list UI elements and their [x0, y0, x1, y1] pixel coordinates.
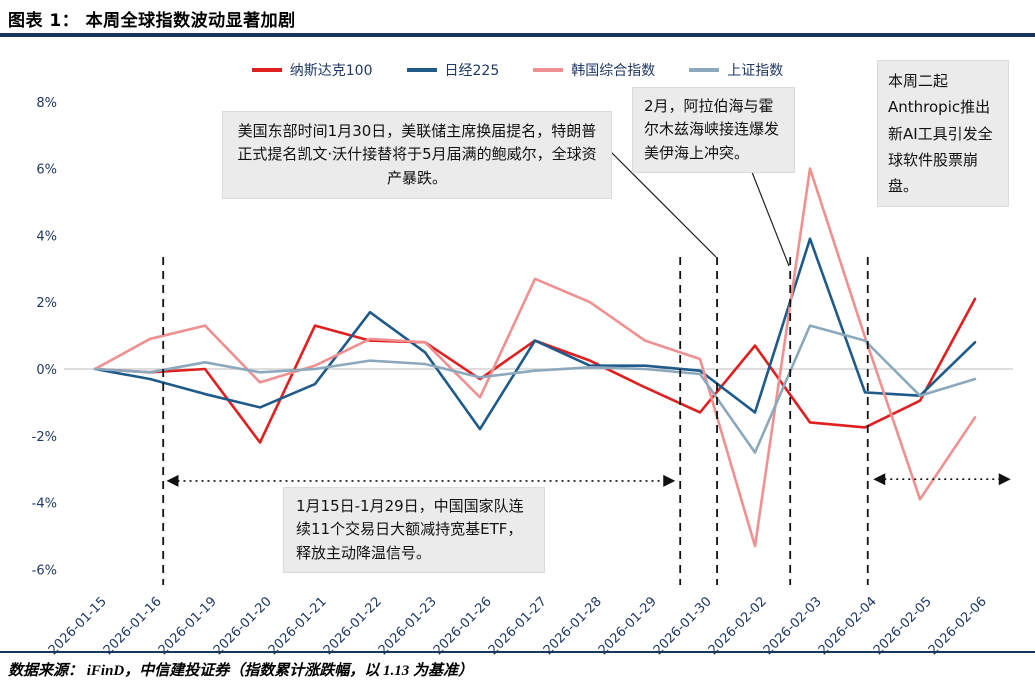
x-axis-tick-label: 2026-01-28 — [541, 594, 605, 658]
legend-item-nasdaq100: 纳斯达克100 — [251, 60, 373, 80]
y-axis-tick-label: 0% — [36, 363, 57, 378]
x-axis-tick-label: 2026-01-20 — [211, 594, 275, 658]
legend-label-kospi: 韩国综合指数 — [571, 63, 656, 79]
range-arrow-head-left — [166, 474, 179, 487]
x-axis-tick-label: 2026-01-15 — [46, 594, 110, 658]
y-axis-tick-label: -4% — [32, 497, 57, 512]
x-axis-tick-label: 2026-02-03 — [761, 594, 825, 658]
series-line-3 — [93, 324, 977, 454]
y-axis-tick-label: 2% — [36, 296, 57, 311]
figure-title: 图表 1： 本周全球指数波动显著加剧 — [8, 11, 296, 31]
data-source-note: 数据来源： iFinD，中信建投证券（指数累计涨跌幅，以 1.13 为基准） — [8, 663, 474, 679]
legend-swatch-nikkei225 — [406, 68, 437, 72]
x-axis-tick-label: 2026-02-06 — [926, 594, 990, 658]
annotation-callout-line-0 — [609, 150, 717, 258]
footer-divider — [0, 651, 1035, 653]
series-line-2 — [93, 167, 977, 548]
legend-item-nikkei225: 日经225 — [406, 60, 500, 80]
title-divider — [0, 33, 1035, 37]
y-axis-tick-label: 8% — [36, 96, 57, 111]
range-arrow-head-left — [873, 473, 886, 486]
legend-label-sse: 上证指数 — [727, 63, 784, 79]
x-axis-tick-label: 2026-01-26 — [431, 594, 495, 658]
legend-item-sse: 上证指数 — [689, 60, 783, 80]
legend-label-nikkei225: 日经225 — [444, 63, 500, 79]
annotation-us-iran-conflict: 2月，阿拉伯海与霍尔木兹海峡接连爆发美伊海上冲突。 — [632, 87, 795, 173]
legend-label-nasdaq100: 纳斯达克100 — [289, 63, 373, 79]
series-line-1 — [93, 237, 977, 431]
x-axis-tick-label: 2026-02-04 — [816, 594, 880, 658]
annotation-fed-chair-nomination: 美国东部时间1月30日，美联储主席换届提名，特朗普正式提名凯文·沃什接替将于5月… — [222, 111, 612, 199]
y-axis-tick-label: 6% — [36, 163, 57, 178]
range-arrow-head-right — [998, 473, 1011, 486]
x-axis-tick-label: 2026-02-02 — [706, 594, 770, 658]
x-axis-tick-label: 2026-02-05 — [871, 594, 935, 658]
annotation-callout-line-1 — [747, 161, 790, 267]
x-axis-tick-label: 2026-01-21 — [266, 594, 330, 658]
legend-swatch-sse — [689, 68, 720, 72]
range-arrow-head-right — [663, 474, 676, 487]
y-axis-tick-label: 4% — [36, 229, 57, 244]
y-axis-tick-label: -2% — [32, 430, 57, 445]
x-axis-tick-label: 2026-01-27 — [486, 594, 550, 658]
legend-item-kospi: 韩国综合指数 — [533, 60, 655, 80]
annotation-anthropic-ai-tools: 本周二起Anthropic推出新AI工具引发全球软件股票崩盘。 — [877, 60, 1009, 208]
annotation-etf-reduction: 1月15日-1月29日，中国国家队连续11个交易日大额减持宽基ETF，释放主动降… — [283, 487, 545, 573]
legend-swatch-kospi — [533, 68, 564, 72]
x-axis-tick-label: 2026-01-29 — [596, 594, 660, 658]
x-axis-tick-label: 2026-01-22 — [321, 594, 385, 658]
chart-legend: 纳斯达克100 日经225 韩国综合指数 上证指数 — [0, 60, 1035, 80]
x-axis-tick-label: 2026-01-19 — [156, 594, 220, 658]
x-axis-tick-label: 2026-01-23 — [376, 594, 440, 658]
y-axis-tick-label: -6% — [32, 563, 57, 578]
legend-swatch-nasdaq100 — [251, 68, 282, 72]
x-axis-tick-label: 2026-01-30 — [651, 594, 715, 658]
x-axis-tick-label: 2026-01-16 — [101, 594, 165, 658]
